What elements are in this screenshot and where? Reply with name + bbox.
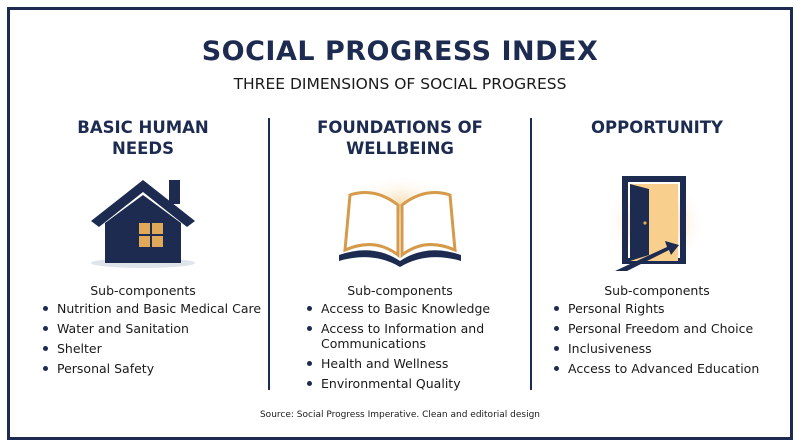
door-icon — [605, 176, 705, 271]
column: BASIC HUMAN NEEDS Sub-components Nutriti… — [13, 117, 273, 376]
title: SOCIAL PROGRESS INDEX — [201, 36, 599, 67]
list-item: Personal Freedom and Choice — [554, 321, 784, 336]
list-item: Personal Rights — [554, 301, 784, 316]
list-item: Environmental Quality — [307, 376, 497, 391]
list: Nutrition and Basic Medical Care Water an… — [43, 301, 273, 381]
list-item: Personal Safety — [43, 361, 273, 376]
column-title: FOUNDATIONS OF WELLBEING — [317, 118, 483, 158]
subheading: Sub-components — [90, 283, 196, 298]
list-item: Water and Sanitation — [43, 321, 273, 336]
divider — [268, 118, 270, 390]
subtitle: THREE DIMENSIONS OF SOCIAL PROGRESS — [233, 75, 567, 93]
list-item: Inclusiveness — [554, 341, 784, 356]
column: FOUNDATIONS OF WELLBEING Sub-components … — [270, 117, 530, 391]
column: OPPORTUNITY Sub-components Personal Righ… — [527, 117, 787, 376]
frame — [7, 7, 793, 440]
source: Source: Social Progress Imperative. Clea… — [259, 410, 541, 420]
book-icon — [339, 175, 461, 267]
list-item: Access to Advanced Education — [554, 361, 784, 376]
list-item: Access to Basic Knowledge — [307, 301, 497, 316]
list: Access to Basic Knowledge Access to Infor… — [307, 301, 497, 396]
subheading: Sub-components — [347, 283, 453, 298]
list-item: Access to Information and Communications — [307, 321, 497, 351]
list-item: Health and Wellness — [307, 356, 497, 371]
column-title: OPPORTUNITY — [590, 118, 723, 137]
house-icon — [91, 180, 195, 268]
divider — [530, 118, 532, 390]
list: Personal Rights Personal Freedom and Choi… — [554, 301, 784, 381]
subheading: Sub-components — [604, 283, 710, 298]
list-item: Shelter — [43, 341, 273, 356]
column-title: BASIC HUMAN NEEDS — [77, 118, 209, 158]
list-item: Nutrition and Basic Medical Care — [43, 301, 273, 316]
